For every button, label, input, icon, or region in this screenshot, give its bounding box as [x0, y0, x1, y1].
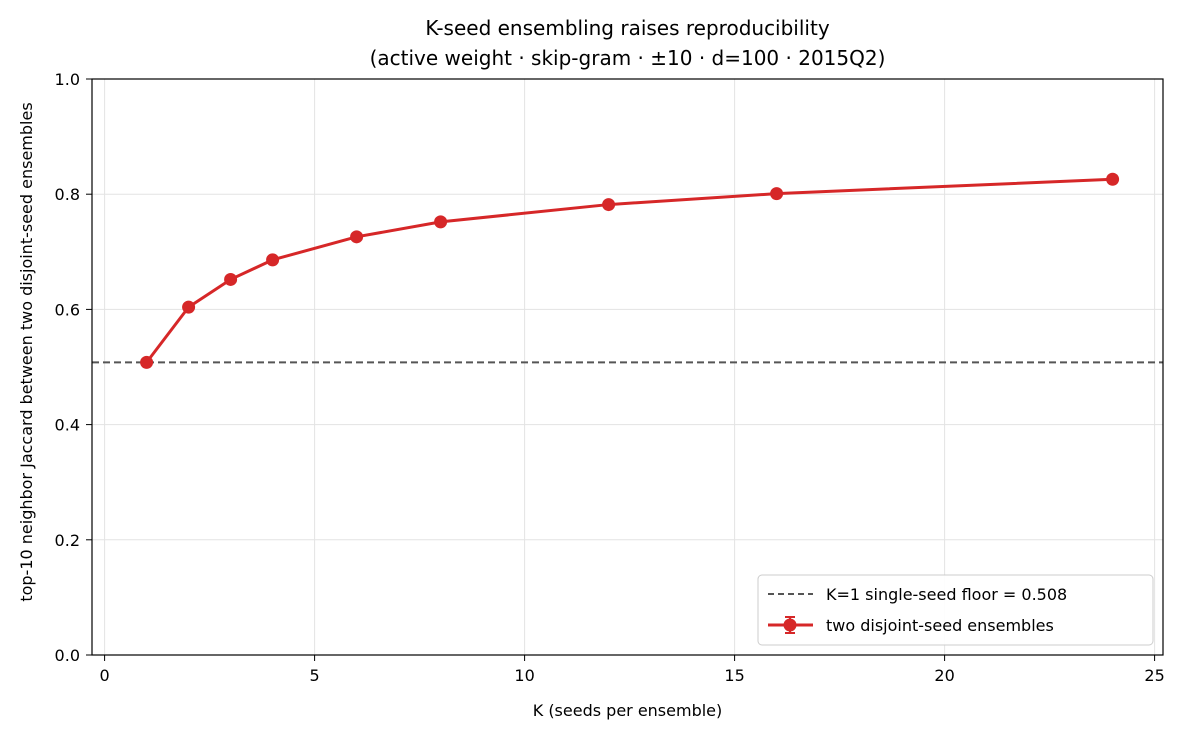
grid [92, 78, 1163, 656]
data-point [434, 215, 448, 229]
x-tick-label: 5 [310, 666, 320, 685]
data-point [224, 272, 238, 286]
x-tick-label: 10 [514, 666, 534, 685]
legend-reference-label: K=1 single-seed floor = 0.508 [826, 585, 1067, 604]
y-tick-label: 1.0 [55, 70, 80, 89]
y-tick-label: 0.8 [55, 185, 80, 204]
y-tick-label: 0.2 [55, 531, 80, 550]
data-point [182, 300, 196, 314]
x-tick-label: 25 [1144, 666, 1164, 685]
data-point [350, 230, 364, 244]
y-axis-ticks: 0.0 0.2 0.4 0.6 0.8 1.0 [55, 70, 92, 665]
x-tick-label: 15 [724, 666, 744, 685]
series-line [145, 177, 1113, 364]
y-tick-label: 0.4 [55, 416, 80, 435]
y-tick-label: 0.0 [55, 646, 80, 665]
legend-series-swatch [768, 616, 813, 634]
chart-subtitle: (active weight · skip-gram · ±10 · d=100… [370, 46, 886, 70]
legend-marker [783, 618, 797, 632]
x-tick-label: 20 [934, 666, 954, 685]
series-layer [140, 172, 1120, 369]
data-point [770, 187, 784, 201]
legend-box [757, 574, 1154, 646]
y-axis-label: top-10 neighbor Jaccard between two disj… [17, 102, 36, 601]
chart-title: K-seed ensembling raises reproducibility [425, 16, 830, 40]
x-tick-label: 0 [100, 666, 110, 685]
plot-frame [91, 78, 1164, 656]
data-point [140, 355, 154, 369]
legend-series-label: two disjoint-seed ensembles [826, 616, 1054, 635]
x-axis-label: K (seeds per ensemble) [533, 701, 723, 720]
legend: K=1 single-seed floor = 0.508 two disjoi… [757, 574, 1154, 646]
y-tick-label: 0.6 [55, 300, 80, 319]
data-point [266, 253, 280, 267]
x-axis-ticks: 0 5 10 15 20 25 [100, 655, 1165, 685]
data-point [1106, 172, 1120, 186]
data-point [602, 198, 616, 212]
